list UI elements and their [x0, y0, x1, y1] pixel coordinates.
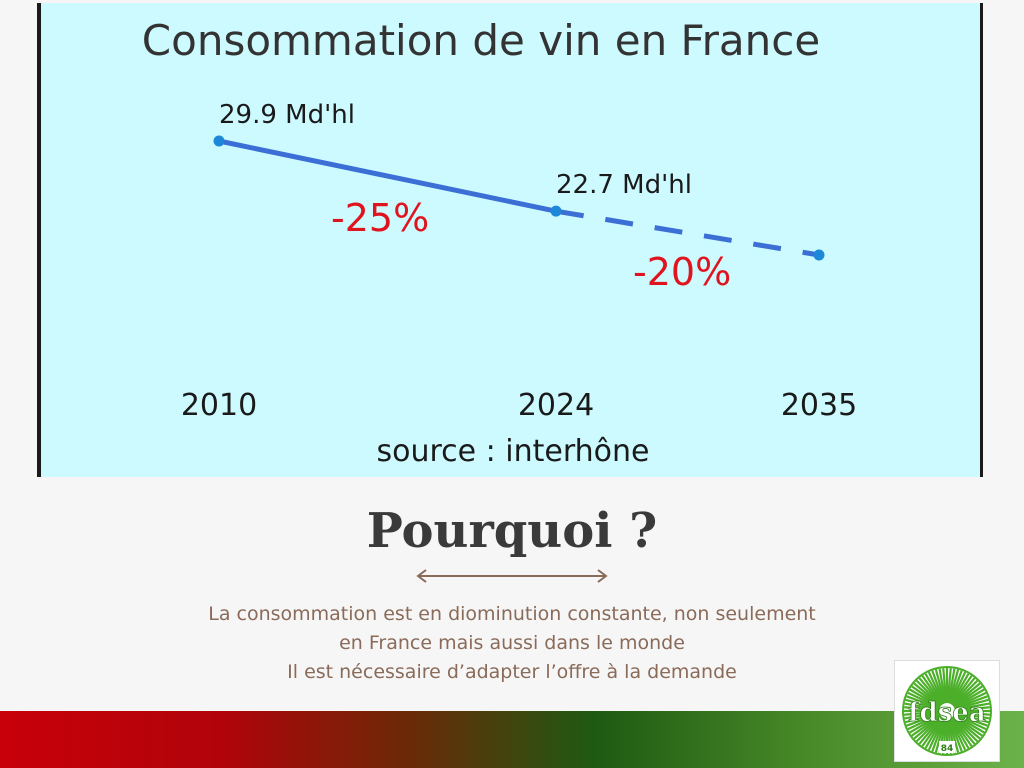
description-line: La consommation est en diominution const… — [208, 603, 816, 625]
description-line: en France mais aussi dans le monde — [339, 632, 685, 654]
line-chart: Consommation de vin en France 29.9 Md'hl… — [142, 16, 857, 469]
logo-number: 84 — [941, 744, 954, 754]
fdsea-logo-icon: fdsea 84 — [902, 666, 992, 756]
x-tick-label: 2024 — [518, 388, 594, 423]
x-tick-label: 2035 — [781, 388, 857, 423]
chart-title: Consommation de vin en France — [142, 16, 820, 65]
description-line: Il est nécessaire d’adapter l’offre à la… — [287, 661, 737, 683]
description: La consommation est en diominution const… — [112, 600, 912, 687]
logo-text: fdsea — [908, 698, 986, 728]
data-label: 29.9 Md'hl — [219, 100, 355, 130]
series-line-segment — [555, 208, 820, 258]
page-heading: Pourquoi ? — [366, 503, 658, 559]
series-line-segment — [216, 138, 559, 214]
data-point — [813, 249, 825, 261]
chart-panel: Consommation de vin en France 29.9 Md'hl… — [37, 3, 983, 477]
bottom-color-band — [0, 711, 1024, 768]
percent-change-label: -25% — [331, 196, 429, 240]
double-arrow-icon — [416, 569, 608, 583]
series-layer — [213, 135, 825, 261]
percent-change-label: -20% — [633, 250, 731, 294]
x-tick-label: 2010 — [181, 388, 257, 423]
chart-source: source : interhône — [376, 434, 649, 469]
data-point — [550, 205, 562, 217]
data-point — [213, 135, 225, 147]
data-label: 22.7 Md'hl — [556, 170, 692, 200]
fdsea-logo: fdsea 84 — [894, 660, 1000, 762]
labels-layer: 29.9 Md'hl 22.7 Md'hl -25% -20% 2010 2024 2035 — [181, 100, 857, 423]
